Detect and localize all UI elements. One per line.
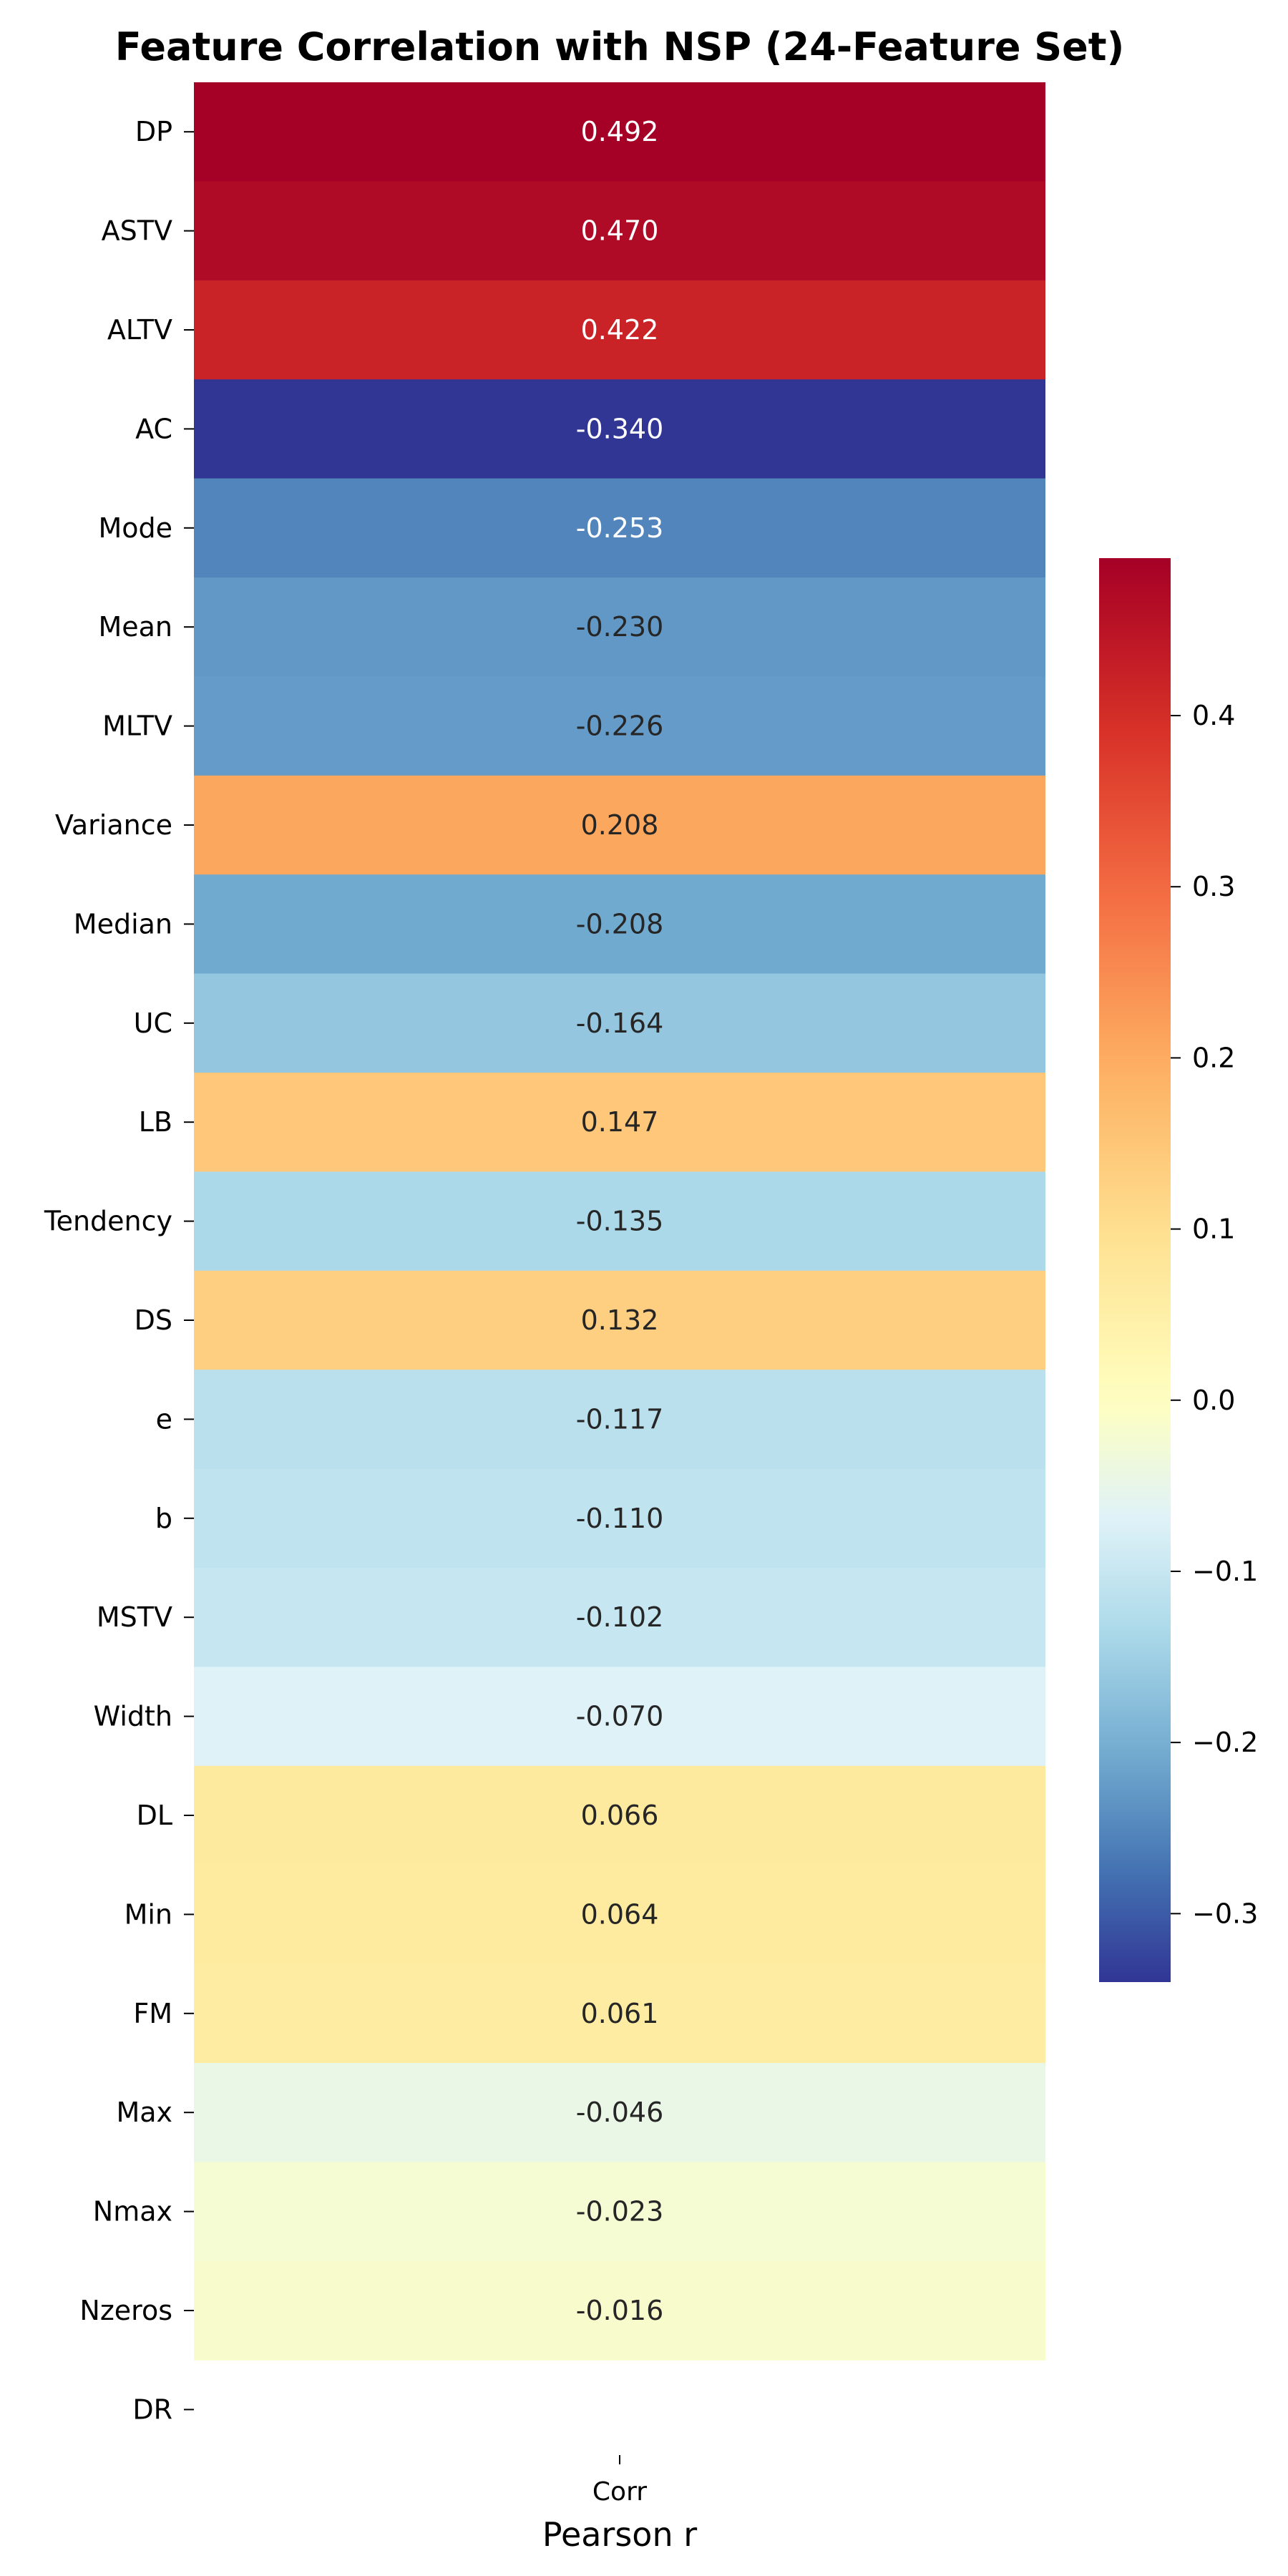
heatmap-cell-dl bbox=[194, 1765, 1045, 1865]
heatmap-cell-min bbox=[194, 1865, 1045, 1965]
heatmap-cell-uc bbox=[194, 973, 1045, 1073]
colorbar-tick-label: −0.1 bbox=[1192, 1556, 1258, 1587]
value-label-fm: 0.061 bbox=[581, 1998, 659, 2029]
value-label-uc: -0.164 bbox=[576, 1008, 664, 1039]
value-label-mstv: -0.102 bbox=[576, 1601, 664, 1633]
value-label-ds: 0.132 bbox=[581, 1304, 659, 1336]
y-tick-label-e: e bbox=[156, 1403, 172, 1435]
heatmap-cell-mode bbox=[194, 478, 1045, 578]
heatmap-cell-b bbox=[194, 1468, 1045, 1568]
heatmap-cell-nmax bbox=[194, 2162, 1045, 2262]
value-label-dl: 0.066 bbox=[581, 1800, 659, 1831]
value-label-b: -0.110 bbox=[576, 1503, 664, 1534]
y-tick-label-nmax: Nmax bbox=[93, 2196, 172, 2228]
y-tick-label-b: b bbox=[155, 1503, 172, 1534]
value-label-astv: 0.470 bbox=[581, 215, 659, 247]
value-label-mode: -0.253 bbox=[576, 512, 664, 544]
value-label-median: -0.208 bbox=[576, 908, 664, 940]
value-label-min: 0.064 bbox=[581, 1898, 659, 1930]
colorbar-tick-label: −0.2 bbox=[1192, 1727, 1258, 1758]
heatmap-value-labels: 0.492 0.470 0.422 -0.340 -0.253 -0.230 -0.226 0… bbox=[576, 116, 664, 2326]
value-label-mean: -0.230 bbox=[576, 611, 664, 643]
y-tick-label-ds: DS bbox=[135, 1304, 172, 1336]
colorbar bbox=[1099, 558, 1171, 1982]
value-label-max: -0.046 bbox=[576, 2097, 664, 2128]
heatmap-cell-tendency bbox=[194, 1171, 1045, 1272]
colorbar-tick-label: 0.2 bbox=[1192, 1042, 1235, 1073]
heatmap-cells bbox=[194, 82, 1045, 2361]
y-tick-label-dp: DP bbox=[135, 116, 172, 147]
y-tick-label-fm: FM bbox=[133, 1998, 172, 2029]
y-tick-label-astv: ASTV bbox=[102, 215, 172, 247]
heatmap-cell-dp bbox=[194, 82, 1045, 182]
y-tick-label-mean: Mean bbox=[98, 611, 172, 643]
heatmap-cell-variance bbox=[194, 775, 1045, 875]
heatmap-cell-fm bbox=[194, 1963, 1045, 2064]
value-label-tendency: -0.135 bbox=[576, 1206, 664, 1237]
heatmap-cell-median bbox=[194, 874, 1045, 975]
heatmap-cell-max bbox=[194, 2063, 1045, 2162]
value-label-width: -0.070 bbox=[576, 1701, 664, 1732]
y-tick-label-uc: UC bbox=[134, 1008, 172, 1039]
value-label-e: -0.117 bbox=[576, 1403, 664, 1435]
value-label-ac: -0.340 bbox=[576, 413, 664, 444]
heatmap-cell-nzeros bbox=[194, 2260, 1045, 2361]
colorbar-tick-label: 0.0 bbox=[1192, 1385, 1235, 1416]
heatmap-cell-mean bbox=[194, 577, 1045, 677]
value-label-altv: 0.422 bbox=[581, 314, 659, 346]
value-label-dp: 0.492 bbox=[581, 116, 659, 147]
heatmap-cell-ac bbox=[194, 379, 1045, 479]
heatmap-cell-lb bbox=[194, 1073, 1045, 1172]
y-tick-label-mstv: MSTV bbox=[97, 1601, 172, 1633]
colorbar-tick-label: 0.4 bbox=[1192, 700, 1235, 731]
chart-title: Feature Correlation with NSP (24-Feature… bbox=[115, 24, 1125, 69]
colorbar-tick-label: −0.3 bbox=[1192, 1898, 1258, 1929]
colorbar-tick-label: 0.3 bbox=[1192, 871, 1235, 902]
y-tick-label-nzeros: Nzeros bbox=[79, 2295, 172, 2326]
y-tick-label-dr: DR bbox=[132, 2394, 172, 2425]
y-tick-label-mltv: MLTV bbox=[102, 711, 172, 742]
heatmap-cell-ds bbox=[194, 1270, 1045, 1370]
value-label-nzeros: -0.016 bbox=[576, 2295, 664, 2326]
heatmap-cell-astv bbox=[194, 181, 1045, 281]
x-axis-label: Pearson r bbox=[542, 2515, 697, 2554]
value-label-nmax: -0.023 bbox=[576, 2196, 664, 2228]
value-label-variance: 0.208 bbox=[581, 809, 659, 841]
y-tick-label-variance: Variance bbox=[55, 809, 172, 841]
y-tick-label-max: Max bbox=[116, 2097, 172, 2128]
heatmap-cell-width bbox=[194, 1667, 1045, 1767]
y-tick-label-tendency: Tendency bbox=[44, 1206, 172, 1237]
y-tick-label-altv: ALTV bbox=[107, 314, 172, 346]
heatmap-cell-altv bbox=[194, 280, 1045, 380]
y-axis-tick-labels: DP ASTV ALTV AC Mode Mean MLTV Variance Median UC… bbox=[44, 116, 194, 2425]
colorbar-ticks: 0.4 0.3 0.2 0.1 0.0 −0.1 −0.2 −0.3 bbox=[1171, 700, 1258, 1929]
y-tick-label-min: Min bbox=[125, 1898, 172, 1930]
y-tick-label-lb: LB bbox=[139, 1106, 172, 1138]
heatmap-cell-e bbox=[194, 1370, 1045, 1470]
value-label-lb: 0.147 bbox=[581, 1106, 659, 1138]
y-tick-label-dl: DL bbox=[137, 1800, 172, 1831]
y-tick-label-median: Median bbox=[74, 908, 172, 940]
colorbar-tick-label: 0.1 bbox=[1192, 1214, 1235, 1245]
heatmap-cell-mstv bbox=[194, 1568, 1045, 1667]
y-tick-label-width: Width bbox=[94, 1701, 172, 1732]
value-label-mltv: -0.226 bbox=[576, 711, 664, 742]
x-axis-tick-label: Corr bbox=[592, 2477, 647, 2507]
x-axis: Corr bbox=[592, 2455, 647, 2507]
y-tick-label-mode: Mode bbox=[98, 512, 172, 544]
heatmap-cell-mltv bbox=[194, 676, 1045, 776]
y-tick-label-ac: AC bbox=[135, 413, 172, 444]
